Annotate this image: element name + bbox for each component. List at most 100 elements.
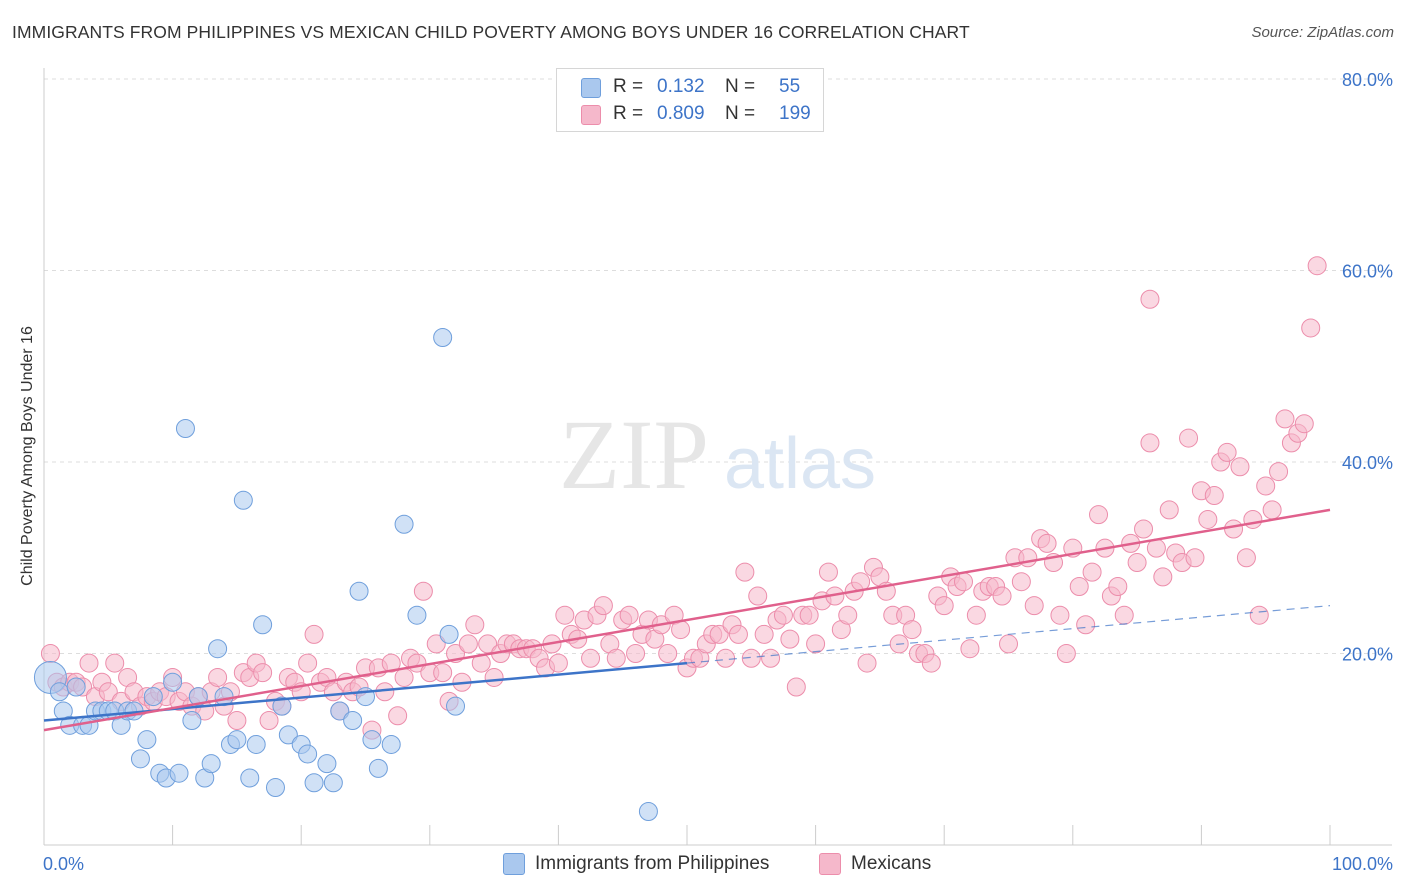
data-point-mexicans bbox=[253, 663, 273, 683]
x-axis-ticks bbox=[172, 825, 1331, 845]
data-point-mexicans bbox=[1275, 409, 1295, 429]
data-point-mexicans bbox=[1082, 562, 1102, 582]
data-point-mexicans bbox=[413, 581, 433, 601]
data-point-mexicans bbox=[388, 706, 408, 726]
philippines-points bbox=[33, 328, 658, 821]
data-point-mexicans bbox=[105, 653, 125, 673]
data-point-philippines bbox=[394, 514, 414, 534]
data-point-philippines bbox=[343, 711, 363, 731]
x-tick-label: 100.0% bbox=[1332, 854, 1393, 874]
legend-n-label: N = bbox=[725, 103, 756, 124]
data-point-philippines bbox=[323, 773, 343, 793]
data-point-philippines bbox=[381, 734, 401, 754]
data-point-mexicans bbox=[259, 711, 279, 731]
data-point-mexicans bbox=[754, 624, 774, 644]
trend-line-philippines-extension bbox=[686, 605, 1331, 664]
data-point-philippines bbox=[182, 711, 202, 731]
data-point-philippines bbox=[137, 730, 157, 750]
data-point-mexicans bbox=[394, 667, 414, 687]
correlation-legend: R = 0.132 N = 55 R = 0.809 N = 199 bbox=[556, 68, 824, 132]
data-point-mexicans bbox=[1037, 533, 1057, 553]
data-point-mexicans bbox=[1024, 596, 1044, 616]
data-point-mexicans bbox=[838, 605, 858, 625]
data-point-mexicans bbox=[1204, 486, 1224, 506]
data-point-mexicans bbox=[1269, 462, 1289, 482]
data-point-mexicans bbox=[1198, 509, 1218, 529]
watermark-zip: ZIP bbox=[559, 399, 709, 510]
data-point-philippines bbox=[227, 730, 247, 750]
data-point-mexicans bbox=[960, 639, 980, 659]
data-point-mexicans bbox=[716, 648, 736, 668]
data-point-philippines bbox=[298, 744, 318, 764]
data-point-philippines bbox=[439, 624, 459, 644]
data-point-mexicans bbox=[1140, 433, 1160, 453]
data-point-philippines bbox=[246, 734, 266, 754]
data-point-mexicans bbox=[966, 605, 986, 625]
legend-r-value: 0.132 bbox=[657, 76, 705, 97]
data-point-mexicans bbox=[1307, 256, 1327, 276]
data-point-mexicans bbox=[1185, 548, 1205, 568]
data-point-mexicans bbox=[426, 634, 446, 654]
x-tick-label: 0.0% bbox=[43, 854, 84, 874]
data-point-mexicans bbox=[1224, 519, 1244, 539]
y-tick-label: 40.0% bbox=[1342, 453, 1393, 473]
data-point-philippines bbox=[240, 768, 260, 788]
data-point-mexicans bbox=[761, 648, 781, 668]
data-point-mexicans bbox=[658, 644, 678, 663]
data-point-mexicans bbox=[857, 653, 877, 673]
bottom-legend-swatch-philippines bbox=[503, 853, 525, 875]
data-point-mexicans bbox=[786, 677, 806, 697]
data-point-philippines bbox=[175, 418, 195, 438]
data-point-mexicans bbox=[548, 653, 568, 673]
data-point-mexicans bbox=[1230, 457, 1250, 477]
data-point-mexicans bbox=[581, 648, 601, 668]
data-point-mexicans bbox=[208, 667, 228, 687]
bottom-legend-label-philippines: Immigrants from Philippines bbox=[535, 853, 770, 874]
data-point-mexicans bbox=[1179, 428, 1199, 448]
data-point-philippines bbox=[446, 696, 466, 716]
data-point-mexicans bbox=[818, 562, 838, 582]
data-point-mexicans bbox=[1140, 289, 1160, 309]
data-point-philippines bbox=[66, 677, 86, 697]
data-point-mexicans bbox=[1217, 442, 1237, 462]
data-point-mexicans bbox=[1262, 500, 1282, 520]
data-point-philippines bbox=[349, 581, 369, 601]
data-point-philippines bbox=[330, 701, 350, 721]
data-point-mexicans bbox=[934, 596, 954, 616]
data-point-mexicans bbox=[748, 586, 768, 606]
data-point-mexicans bbox=[381, 653, 401, 673]
legend-r-label: R = bbox=[613, 76, 644, 97]
legend-n-value: 199 bbox=[779, 103, 811, 124]
data-point-mexicans bbox=[728, 624, 748, 644]
legend-r-value: 0.809 bbox=[657, 103, 705, 124]
data-point-mexicans bbox=[709, 624, 729, 644]
data-point-philippines bbox=[638, 801, 658, 821]
trend-line-mexicans bbox=[43, 508, 1331, 732]
legend-swatch-mexicans bbox=[581, 105, 601, 125]
y-tick-label: 80.0% bbox=[1342, 70, 1393, 90]
data-point-mexicans bbox=[992, 586, 1012, 606]
data-point-mexicans bbox=[1089, 505, 1109, 525]
y-tick-label: 60.0% bbox=[1342, 262, 1393, 282]
data-point-mexicans bbox=[735, 562, 755, 582]
data-point-philippines bbox=[143, 687, 163, 707]
data-point-mexicans bbox=[773, 605, 793, 625]
data-point-mexicans bbox=[433, 663, 453, 683]
legend-r-label: R = bbox=[613, 103, 644, 124]
data-point-philippines bbox=[169, 763, 189, 783]
data-point-philippines bbox=[362, 730, 382, 750]
data-point-mexicans bbox=[953, 572, 973, 592]
x-axis-tick-labels: 0.0% 100.0% bbox=[43, 854, 1393, 874]
data-point-philippines bbox=[130, 749, 150, 769]
data-point-mexicans bbox=[555, 605, 575, 625]
data-point-philippines bbox=[265, 778, 285, 798]
data-point-philippines bbox=[304, 773, 324, 793]
bottom-legend-swatch-mexicans bbox=[819, 853, 841, 875]
legend-n-label: N = bbox=[725, 76, 756, 97]
data-point-mexicans bbox=[799, 605, 819, 625]
data-point-mexicans bbox=[1256, 476, 1276, 496]
data-point-philippines bbox=[278, 725, 298, 745]
data-point-mexicans bbox=[1153, 567, 1173, 587]
data-point-mexicans bbox=[465, 615, 485, 635]
